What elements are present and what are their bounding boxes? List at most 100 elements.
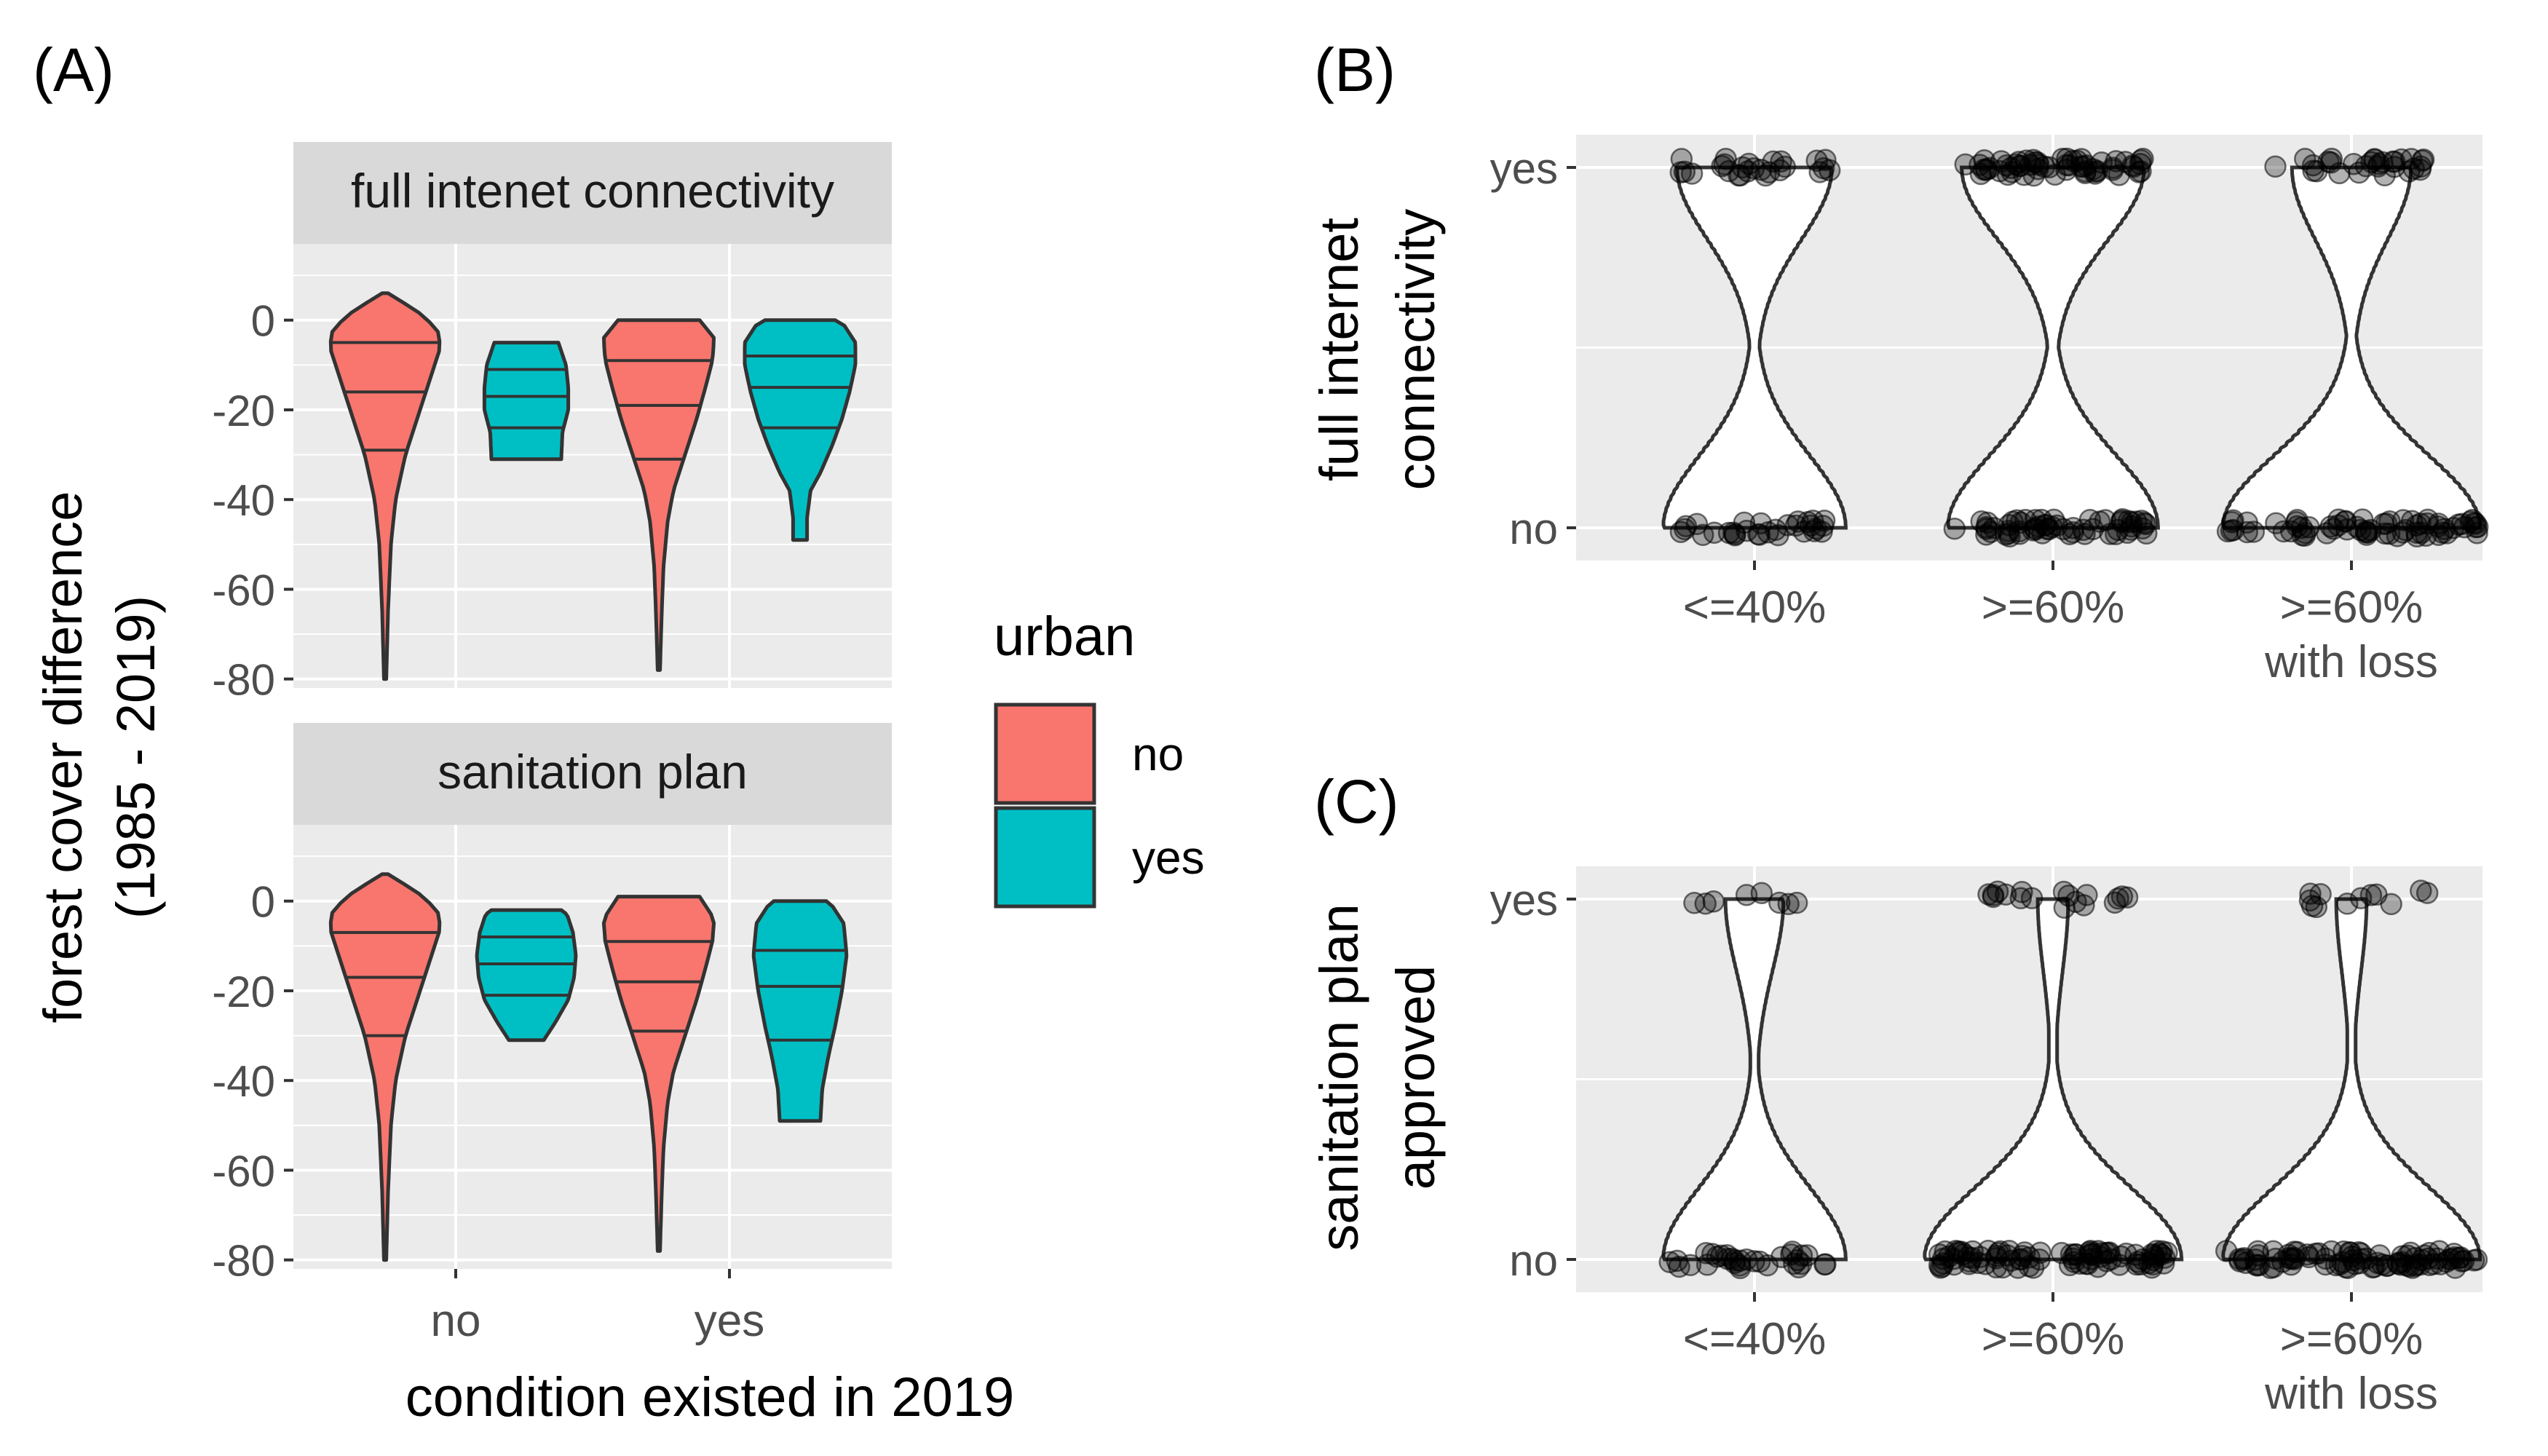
jitter-point-yes	[1683, 892, 1706, 914]
jitter-point-no	[1723, 1251, 1746, 1275]
jitter-point-yes	[2086, 159, 2109, 183]
jitter-point-yes	[1735, 884, 1758, 906]
jitter-point-yes	[1982, 884, 2005, 906]
jitter-point-no	[1997, 522, 2020, 545]
jitter-point-yes	[2342, 153, 2365, 175]
jitter-point-no	[2089, 1246, 2112, 1268]
jitter-point-no	[1695, 1242, 1717, 1265]
y-tick-label: -60	[212, 566, 275, 614]
jitter-point-no	[2108, 1254, 2131, 1276]
jitter-point-yes	[2122, 155, 2145, 178]
legend: urban no yes	[994, 606, 1205, 909]
panel-a: full intenet connectivity 0-20-40-60-80 …	[33, 142, 1014, 1428]
jitter-point-no	[2315, 522, 2338, 545]
x-tick-label-line2: with loss	[2264, 637, 2438, 687]
jitter-point-yes	[1785, 891, 1808, 914]
jitter-point-no	[1668, 1255, 1690, 1278]
panel-label-c: (C)	[1314, 767, 1399, 836]
jitter-point-no	[2356, 521, 2379, 544]
jitter-point-no	[2116, 521, 2139, 545]
jitter-point-no	[2334, 1256, 2357, 1279]
jitter-point-no	[1764, 518, 1787, 541]
jitter-point-no	[2008, 1248, 2031, 1271]
legend-key-no	[994, 703, 1096, 805]
strip-top-label: full intenet connectivity	[351, 164, 834, 218]
jitter-point-no	[1789, 1252, 1813, 1275]
strip-top-bg	[293, 142, 892, 244]
jitter-point-no	[2244, 1248, 2267, 1271]
jitter-point-yes	[2116, 886, 2139, 909]
violin-yes-urban-yes	[751, 899, 849, 1123]
jitter-point-no	[2242, 521, 2266, 543]
y-tick-label: no	[1509, 505, 1558, 553]
x-tick-label: >=60%	[2280, 1314, 2424, 1364]
jitter-point-no	[2461, 508, 2484, 531]
panel-b-x-ticks: <=40% >=60% >=60%with loss	[1683, 561, 2438, 687]
jitter-point-yes	[1954, 153, 1977, 176]
facet-bottom-violins	[328, 872, 849, 1262]
jitter-point-yes	[1979, 157, 2001, 180]
jitter-point-no	[1946, 1241, 1969, 1265]
jitter-point-yes	[2298, 889, 2322, 912]
jitter-point-yes	[2075, 154, 2098, 177]
panel-b-y-axis-title-line2: connectivity	[1385, 209, 1446, 491]
panel-c-jitter-points	[1658, 879, 2488, 1280]
jitter-point-no	[2290, 516, 2313, 539]
x-tick-label: >=60%	[1982, 1314, 2125, 1364]
jitter-point-no	[2307, 1242, 2330, 1265]
jitter-point-no	[1805, 518, 1827, 540]
jitter-point-yes	[2009, 887, 2033, 910]
y-tick-label: yes	[1490, 876, 1558, 925]
jitter-point-no	[1943, 517, 1966, 540]
violin-yes-urban-no	[602, 318, 716, 672]
jitter-point-yes	[2317, 150, 2340, 173]
panel-label-a: (A)	[33, 36, 114, 104]
jitter-point-no	[1814, 1253, 1837, 1275]
x-tick-label-line2: with loss	[2264, 1369, 2438, 1419]
jitter-point-no	[2065, 1243, 2088, 1266]
jitter-point-no	[1756, 1254, 1779, 1277]
jitter-point-yes	[2073, 894, 2095, 917]
jitter-point-no	[2405, 521, 2428, 544]
jitter-point-yes	[2363, 148, 2386, 170]
violin-no-urban-yes	[482, 341, 571, 462]
jitter-point-no	[2073, 523, 2096, 545]
x-tick-label: no	[431, 1296, 481, 1346]
panel-b-y-ticks: yes no	[1490, 144, 1576, 553]
jitter-point-yes	[1669, 161, 1692, 183]
violin-<=40%	[1661, 897, 1848, 1262]
panel-a-y-axis-title: forest cover difference	[33, 491, 93, 1024]
y-tick-label: yes	[1490, 144, 1558, 193]
legend-title: urban	[994, 606, 1135, 668]
x-tick-label: >=60%	[2280, 582, 2424, 633]
jitter-point-yes	[1812, 157, 1835, 180]
panel-b-y-axis-title: full internet	[1309, 218, 1369, 481]
violin-<=40%	[1661, 165, 1848, 530]
y-tick-label: no	[1509, 1236, 1558, 1285]
jitter-point-yes	[1736, 160, 1760, 183]
y-tick-label: -80	[212, 1237, 275, 1286]
panel-c-y-axis-title: sanitation plan	[1309, 903, 1369, 1251]
jitter-point-yes	[1680, 162, 1704, 185]
jitter-point-no	[1989, 1240, 2011, 1263]
jitter-point-no	[2333, 510, 2357, 533]
panel-a-x-axis-title: condition existed in 2019	[405, 1366, 1015, 1428]
panel-a-x-ticks: no yes	[431, 1269, 764, 1346]
x-tick-label: >=60%	[1982, 582, 2125, 633]
jitter-point-no	[2153, 1252, 2175, 1275]
x-tick-label: yes	[695, 1296, 764, 1346]
jitter-point-no	[1982, 517, 2006, 539]
facet-bottom-y-ticks: 0 -20 -40 -60 -80	[212, 878, 293, 1286]
jitter-point-yes	[1808, 161, 1831, 183]
y-tick-label: 0	[251, 878, 275, 927]
legend-entry-yes: yes	[1132, 831, 1205, 884]
jitter-point-yes	[1754, 164, 1777, 187]
violin-yes-urban-no	[601, 895, 716, 1253]
jitter-point-yes	[2305, 895, 2328, 919]
jitter-point-no	[2349, 1242, 2373, 1265]
y-tick-label: -80	[212, 656, 275, 705]
jitter-point-yes	[1770, 150, 1792, 173]
jitter-point-yes	[2005, 153, 2027, 176]
